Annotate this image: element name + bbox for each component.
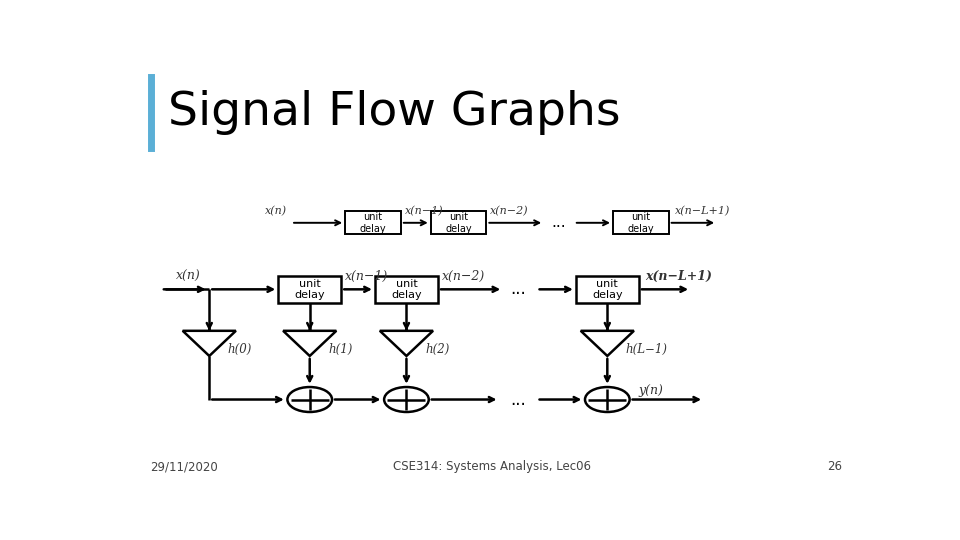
Text: h(1): h(1) (328, 343, 352, 356)
Text: x(n−1): x(n−1) (345, 271, 388, 284)
Text: x(n): x(n) (265, 206, 287, 217)
Text: unit
delay: unit delay (295, 279, 325, 300)
Text: ...: ... (510, 390, 526, 409)
Text: x(n−2): x(n−2) (491, 206, 529, 217)
Text: ...: ... (510, 280, 526, 298)
Text: unit
delay: unit delay (445, 212, 471, 234)
Text: Signal Flow Graphs: Signal Flow Graphs (168, 90, 621, 135)
Text: h(2): h(2) (425, 343, 449, 356)
Text: unit
delay: unit delay (391, 279, 421, 300)
Text: x(n−L+1): x(n−L+1) (675, 206, 730, 217)
Text: x(n−L+1): x(n−L+1) (645, 271, 711, 284)
Text: y(n): y(n) (638, 384, 663, 397)
FancyBboxPatch shape (278, 276, 342, 303)
FancyBboxPatch shape (576, 276, 639, 303)
FancyBboxPatch shape (431, 211, 487, 234)
Text: x(n−2): x(n−2) (442, 271, 485, 284)
Text: unit
delay: unit delay (592, 279, 623, 300)
FancyBboxPatch shape (374, 276, 438, 303)
Text: 26: 26 (827, 460, 842, 473)
Text: ...: ... (552, 215, 566, 230)
Text: x(n−1): x(n−1) (404, 206, 444, 217)
Text: unit
delay: unit delay (628, 212, 654, 234)
Text: 29/11/2020: 29/11/2020 (150, 460, 218, 473)
FancyBboxPatch shape (345, 211, 401, 234)
Text: unit
delay: unit delay (360, 212, 386, 234)
FancyBboxPatch shape (612, 211, 669, 234)
Text: h(L−1): h(L−1) (626, 343, 668, 356)
Text: CSE314: Systems Analysis, Lec06: CSE314: Systems Analysis, Lec06 (393, 460, 591, 473)
Text: x(n): x(n) (176, 271, 201, 284)
Text: h(0): h(0) (228, 343, 252, 356)
